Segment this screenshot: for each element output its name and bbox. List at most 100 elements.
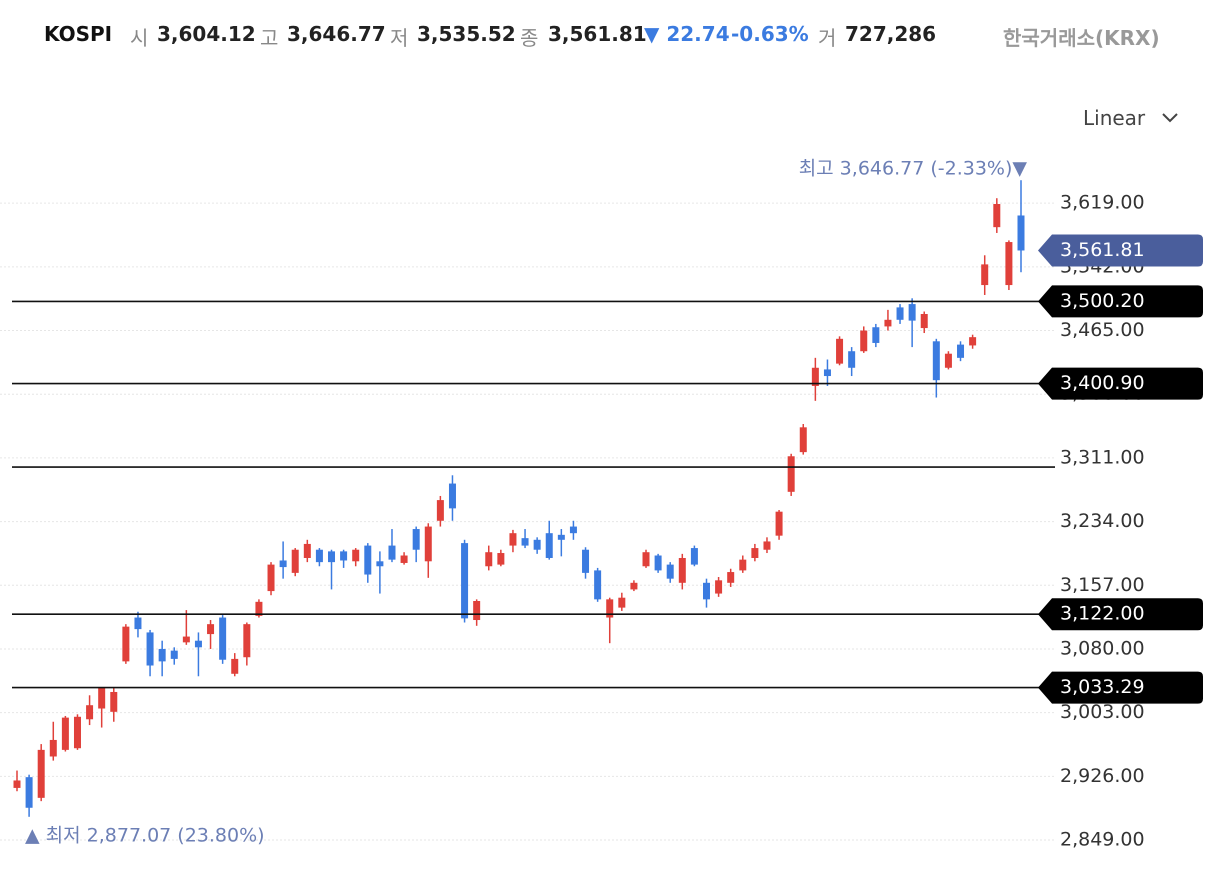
candle-body	[848, 351, 856, 368]
candle-body	[836, 338, 844, 364]
candle-body	[811, 367, 819, 386]
candle-body	[315, 549, 323, 563]
candle-body	[642, 552, 650, 567]
candle-body	[340, 551, 348, 561]
candle-body	[86, 705, 94, 720]
price-tag-label: 3,122.00	[1060, 603, 1145, 625]
candle-body	[654, 555, 662, 571]
candle-body	[702, 582, 710, 600]
candle-body	[618, 597, 626, 608]
price-tag-label: 3,033.29	[1060, 676, 1145, 698]
symbol: KOSPI	[44, 22, 113, 46]
candle-body	[1017, 215, 1025, 251]
candle-body	[219, 617, 227, 660]
candle-body	[872, 327, 880, 343]
price-tag	[1038, 285, 1203, 318]
candle-body	[279, 560, 287, 568]
candle-body	[122, 626, 130, 662]
y-tick-label: 2,926.00	[1060, 765, 1145, 787]
price-tag	[1038, 671, 1203, 704]
candle-body	[787, 456, 795, 492]
field-label: 종	[520, 26, 539, 50]
candle-body	[388, 545, 396, 560]
y-tick-label: 3,619.00	[1060, 192, 1145, 214]
candle-body	[775, 511, 783, 536]
candle-body	[884, 319, 892, 327]
y-tick-label: 3,311.00	[1060, 446, 1145, 468]
candle-body	[739, 559, 747, 571]
candle-body	[1005, 242, 1013, 286]
y-tick-label: 3,542.00	[1060, 255, 1145, 277]
candle-body	[606, 599, 614, 618]
candle-body	[932, 341, 940, 381]
candle-body	[291, 549, 299, 573]
scale-label[interactable]: Linear	[1083, 106, 1146, 130]
candle-body	[957, 344, 965, 358]
field-label: 고	[260, 26, 279, 50]
last-price-label: 3,561.81	[1060, 239, 1145, 261]
y-tick-label: 2,849.00	[1060, 829, 1145, 851]
field-label: 시	[130, 26, 149, 50]
y-tick-label: 3,234.00	[1060, 510, 1145, 532]
candle-body	[678, 557, 686, 583]
candle-body	[944, 353, 952, 368]
candle-body	[158, 648, 166, 662]
candle-body	[630, 582, 638, 590]
candle-body	[920, 314, 928, 329]
candle-body	[61, 717, 69, 750]
candle-body	[690, 548, 698, 565]
candle-body	[207, 624, 215, 635]
y-tick-label: 3,080.00	[1060, 637, 1145, 659]
candle-body	[509, 533, 517, 546]
candle-body	[110, 691, 118, 712]
candle-body	[461, 543, 469, 619]
field-label: 저	[390, 26, 409, 50]
candle-body	[521, 538, 529, 546]
candle-body	[823, 369, 831, 377]
candle-body	[267, 564, 275, 592]
candle-body	[37, 749, 45, 798]
low-annotation: ▲ 최저 2,877.07 (23.80%)	[25, 825, 265, 847]
candle-body	[303, 543, 311, 558]
field-value: 3,561.81	[548, 22, 647, 46]
header: KOSPI 시 3,604.12 고 3,646.77 저 3,535.52 종…	[0, 0, 1219, 70]
candle-body	[328, 551, 336, 563]
candle-body	[908, 304, 916, 321]
candle-body	[666, 564, 674, 579]
candle-body	[896, 307, 904, 320]
candle-body	[182, 636, 190, 643]
candle-body	[594, 570, 602, 600]
candle-body	[412, 529, 420, 550]
field-value: 3,604.12	[157, 22, 256, 46]
source: 한국거래소(KRX)	[1003, 26, 1160, 50]
candle-body	[557, 534, 565, 540]
candle-body	[533, 539, 541, 550]
candle-body	[146, 632, 154, 666]
candle-body	[448, 483, 456, 509]
candle-body	[352, 549, 360, 562]
candle-body	[569, 526, 577, 534]
field-value: 3,535.52	[417, 22, 516, 46]
y-tick-label: 3,003.00	[1060, 701, 1145, 723]
scale-dropdown[interactable]: Linear	[1083, 106, 1180, 130]
candle-body	[763, 541, 771, 550]
candle-body	[751, 548, 759, 558]
candle-body	[231, 658, 239, 674]
candle-body	[582, 549, 590, 573]
candle-body	[49, 739, 57, 757]
candle-body	[98, 687, 106, 709]
candle-body	[255, 601, 263, 616]
price-tag-label: 3,400.90	[1060, 372, 1145, 394]
chevron	[1161, 113, 1178, 123]
candle-body	[727, 572, 735, 583]
change-pct: -0.63%	[731, 22, 809, 46]
candle-body	[545, 533, 553, 558]
y-tick-label: 3,388.00	[1060, 383, 1145, 405]
y-tick-label: 3,157.00	[1060, 574, 1145, 596]
price-tag	[1038, 367, 1203, 400]
price-tag-label: 3,500.20	[1060, 290, 1145, 312]
field-label: 거	[818, 26, 837, 50]
y-tick-label: 3,465.00	[1060, 319, 1145, 341]
candle-body	[981, 264, 989, 286]
change: ▼ 22.74	[644, 22, 730, 46]
